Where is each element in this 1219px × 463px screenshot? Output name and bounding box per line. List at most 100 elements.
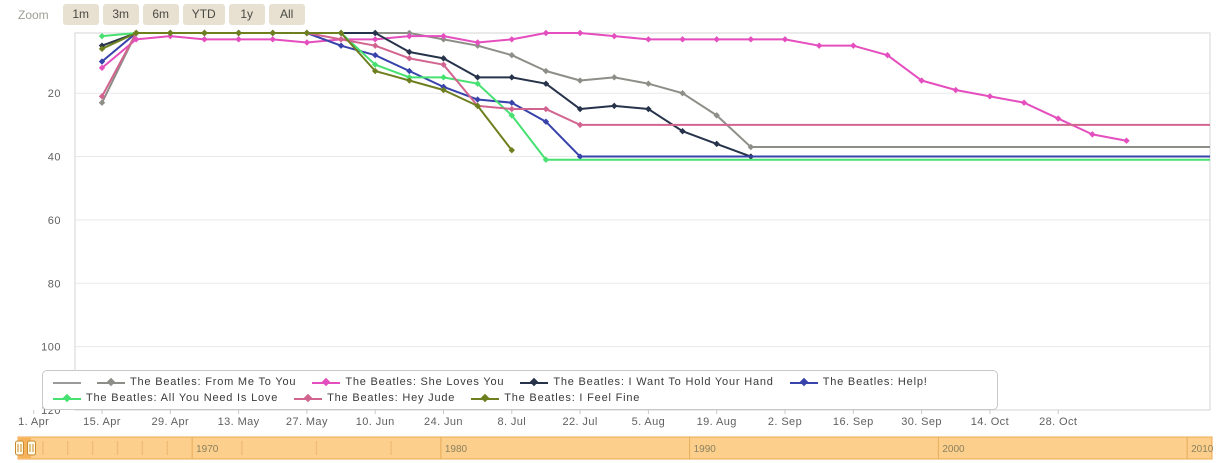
legend-marker-icon [312, 377, 341, 387]
series-marker-the-beatles-she-loves-you [576, 29, 584, 37]
series-marker-the-beatles-hey-jude [440, 61, 447, 68]
x-axis-label: 30. Sep [901, 416, 942, 428]
legend-marker-icon [520, 377, 549, 387]
legend-item-label: The Beatles: I Want To Hold Your Hand [553, 376, 774, 388]
series-marker-the-beatles-i-want-to-hold-your-hand [372, 29, 379, 37]
series-marker-the-beatles-she-loves-you [1089, 131, 1096, 138]
x-axis-label: 29. Apr [151, 416, 189, 428]
legend-row-1: The Beatles: From Me To You The Beatles: … [53, 374, 987, 390]
legend-item-label: The Beatles: Hey Jude [327, 392, 456, 404]
series-marker-the-beatles-she-loves-you [269, 36, 276, 43]
series-line-the-beatles-help[interactable] [101, 32, 581, 158]
series-marker-the-beatles-from-me-to-you [576, 77, 584, 84]
series-marker-the-beatles-i-want-to-hold-your-hand [542, 80, 550, 87]
y-axis-label: 40 [48, 152, 61, 164]
series-line-the-beatles-all-you-need-is-love[interactable] [101, 32, 547, 161]
legend-row-2: The Beatles: All You Need Is Love The Bea… [53, 390, 987, 406]
legend-item-the-beatles-she-loves-you[interactable]: The Beatles: She Loves You [312, 376, 504, 388]
chart-legend: The Beatles: From Me To You The Beatles: … [42, 370, 998, 410]
zoom-button-ytd[interactable]: YTD [182, 4, 225, 25]
zoom-button-3m[interactable]: 3m [102, 4, 139, 25]
series-marker-the-beatles-i-want-to-hold-your-hand [508, 74, 515, 81]
series-marker-the-beatles-help [576, 153, 584, 160]
series-marker-the-beatles-help [337, 42, 345, 49]
zoom-button-1y[interactable]: 1y [228, 4, 265, 25]
navigator-year-label: 1980 [445, 444, 468, 455]
series-line-the-beatles-i-want-to-hold-your-hand[interactable] [101, 32, 752, 158]
x-axis-label: 28. Oct [1039, 416, 1077, 428]
series-marker-the-beatles-i-feel-fine [201, 29, 208, 37]
series-marker-the-beatles-help [542, 118, 550, 125]
x-axis-label: 13. May [218, 416, 260, 428]
series-marker-the-beatles-hey-jude [98, 93, 106, 100]
legend-item-the-beatles-i-feel-fine[interactable]: The Beatles: I Feel Fine [471, 392, 640, 404]
x-axis-label: 5. Aug [632, 416, 666, 428]
series-marker-the-beatles-i-feel-fine [269, 29, 276, 37]
y-axis-label: 80 [48, 278, 61, 290]
legend-item-the-beatles-i-want-to-hold-your-hand[interactable]: The Beatles: I Want To Hold Your Hand [520, 376, 773, 388]
x-axis-label: 14. Oct [971, 416, 1009, 428]
legend-item-the-beatles-hey-jude[interactable]: The Beatles: Hey Jude [294, 392, 455, 404]
series-marker-the-beatles-she-loves-you [952, 86, 959, 94]
series-marker-the-beatles-hey-jude [576, 121, 584, 129]
series-marker-the-beatles-from-me-to-you [98, 99, 106, 106]
zoom-button-1m[interactable]: 1m [62, 4, 99, 25]
legend-item-the-beatles-help[interactable]: The Beatles: Help! [789, 376, 928, 388]
series-marker-the-beatles-i-feel-fine [235, 29, 242, 37]
series-marker-the-beatles-from-me-to-you [747, 143, 755, 151]
series-marker-the-beatles-she-loves-you [713, 36, 720, 43]
legend-item-the-beatles-from-me-to-you[interactable]: The Beatles: From Me To You [97, 376, 296, 388]
zoom-button-6m[interactable]: 6m [142, 4, 179, 25]
series-marker-the-beatles-she-loves-you [372, 36, 379, 43]
zoom-button-all[interactable]: All [268, 4, 305, 25]
series-marker-the-beatles-i-want-to-hold-your-hand [474, 74, 481, 81]
series-marker-the-beatles-i-feel-fine [372, 67, 379, 75]
navigator-handle-left[interactable] [15, 440, 24, 456]
series-marker-the-beatles-she-loves-you [440, 32, 447, 40]
series-marker-the-beatles-i-feel-fine [508, 147, 515, 154]
series-marker-the-beatles-she-loves-you [1123, 137, 1130, 144]
legend-item-label: The Beatles: All You Need Is Love [86, 392, 279, 404]
legend-marker-icon [471, 393, 500, 403]
series-marker-the-beatles-she-loves-you [918, 77, 925, 84]
series-marker-the-beatles-all-you-need-is-love [474, 80, 481, 87]
series-marker-the-beatles-all-you-need-is-love [542, 156, 550, 163]
x-axis-label: 19. Aug [697, 416, 737, 428]
series-marker-the-beatles-from-me-to-you [645, 80, 652, 87]
series-marker-the-beatles-i-feel-fine [474, 102, 481, 110]
y-axis-label: 100 [41, 342, 61, 354]
series-marker-the-beatles-she-loves-you [303, 39, 311, 46]
series-marker-the-beatles-she-loves-you [235, 36, 242, 43]
series-marker-the-beatles-help [98, 58, 106, 65]
series-marker-the-beatles-i-feel-fine [440, 86, 447, 94]
x-axis-label: 24. Jun [424, 416, 463, 428]
x-axis-label: 1. Apr [18, 416, 49, 428]
legend-item-label: The Beatles: She Loves You [345, 376, 505, 388]
navigator-handle-right[interactable] [27, 440, 36, 456]
series-marker-the-beatles-she-loves-you [611, 32, 618, 40]
series-marker-the-beatles-i-want-to-hold-your-hand [679, 128, 686, 135]
series-line-the-beatles-i-feel-fine[interactable] [101, 32, 513, 151]
legend-item-series[interactable] [53, 378, 81, 387]
series-marker-the-beatles-i-want-to-hold-your-hand [406, 48, 413, 56]
legend-marker-icon [53, 378, 81, 387]
series-line-the-beatles-from-me-to-you[interactable] [101, 32, 752, 148]
series-marker-the-beatles-i-want-to-hold-your-hand [611, 102, 618, 110]
series-marker-the-beatles-she-loves-you [986, 93, 994, 100]
legend-marker-icon [789, 377, 818, 387]
navigator-year-label: 1990 [694, 444, 717, 455]
series-marker-the-beatles-hey-jude [508, 105, 515, 113]
series-marker-the-beatles-i-feel-fine [406, 77, 413, 84]
legend-marker-icon [294, 393, 323, 403]
series-marker-the-beatles-she-loves-you [781, 36, 789, 43]
plot-border [74, 32, 1211, 411]
legend-item-the-beatles-all-you-need-is-love[interactable]: The Beatles: All You Need Is Love [53, 392, 278, 404]
series-marker-the-beatles-she-loves-you [201, 36, 208, 43]
legend-marker-icon [53, 393, 81, 403]
series-marker-the-beatles-all-you-need-is-love [508, 112, 515, 119]
series-marker-the-beatles-help [474, 96, 481, 103]
range-selector-toolbar: Zoom 1m 3m 6m YTD 1y All [18, 4, 305, 25]
series-marker-the-beatles-she-loves-you [542, 29, 550, 37]
legend-item-label: The Beatles: I Feel Fine [504, 392, 641, 404]
